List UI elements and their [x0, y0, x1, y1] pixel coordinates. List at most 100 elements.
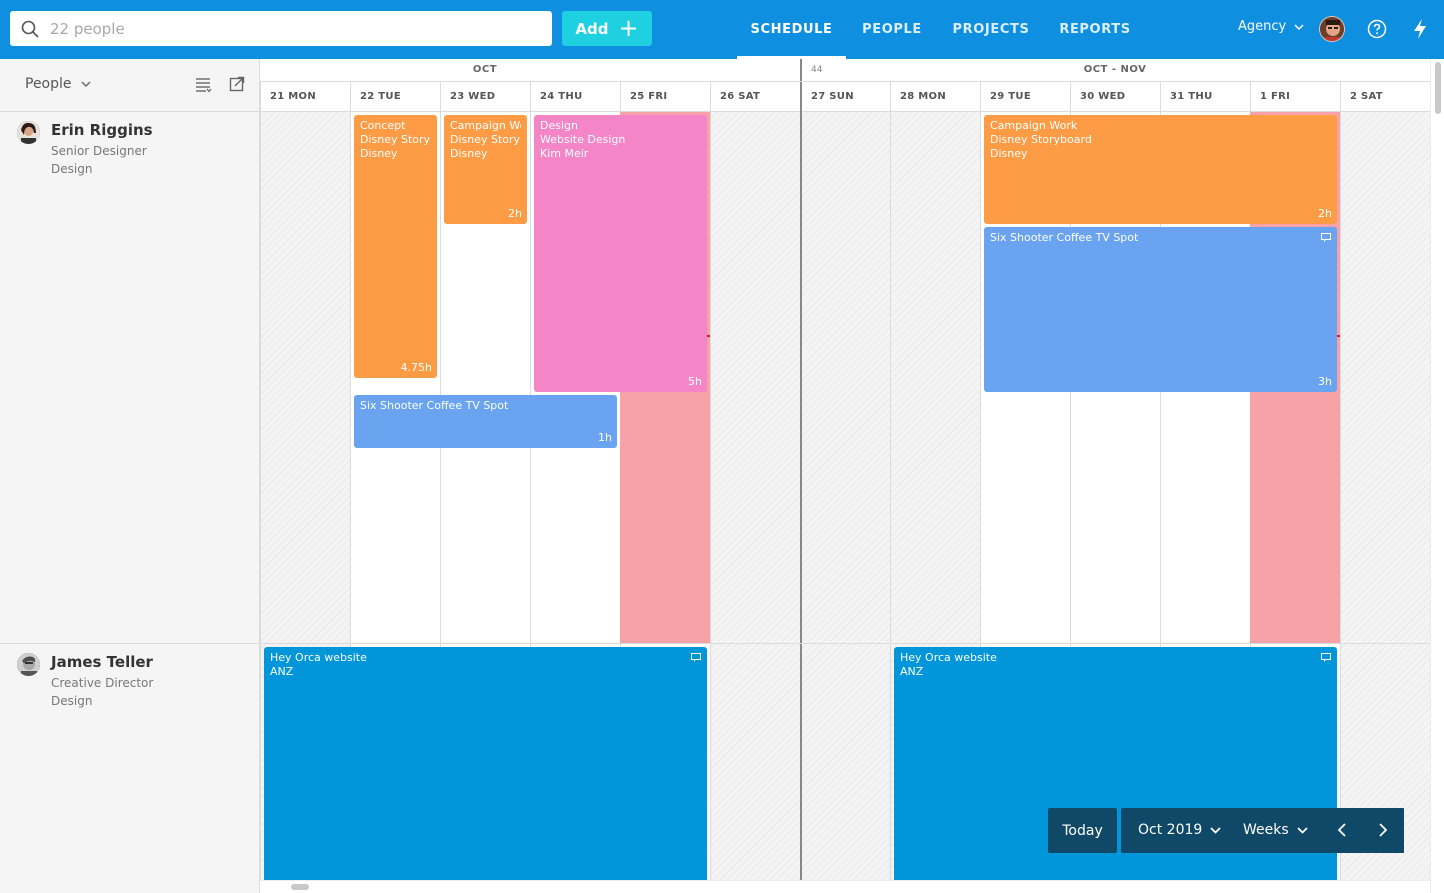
- day-header: 23 WED: [440, 82, 530, 112]
- person-row-james-teller[interactable]: James Teller Creative Director Design: [0, 644, 259, 893]
- task-title: Design: [540, 119, 578, 132]
- day-header: 25 FRI: [620, 82, 710, 112]
- day-column[interactable]: [1340, 112, 1430, 880]
- horizontal-scroll-thumb[interactable]: [291, 884, 309, 890]
- tab-projects[interactable]: PROJECTS: [948, 0, 1034, 59]
- person-department: Design: [51, 162, 93, 176]
- task-project: Disney Storyboard: [450, 133, 521, 146]
- top-bar: Add + SCHEDULE PEOPLE PROJECTS REPORTS A…: [0, 0, 1444, 59]
- overtime-marker: [1336, 335, 1340, 337]
- row-divider: [260, 643, 1430, 644]
- add-button-label: Add: [575, 19, 609, 38]
- date-navigation: Oct 2019 Weeks: [1121, 808, 1404, 853]
- add-button[interactable]: Add +: [562, 11, 652, 46]
- day-header: 29 TUE: [980, 82, 1070, 112]
- task-title: Campaign Work: [450, 119, 521, 132]
- task-title: Hey Orca website: [270, 651, 367, 664]
- task-block[interactable]: Concept Disney Storyboard Disney 4.75h: [354, 115, 437, 378]
- chevron-down-icon: [1210, 826, 1221, 834]
- task-hours: 4.75h: [400, 361, 432, 374]
- day-column[interactable]: [800, 112, 890, 880]
- day-header: 21 MON: [260, 82, 350, 112]
- search-icon: [21, 20, 39, 38]
- user-avatar[interactable]: [1319, 16, 1345, 42]
- account-dropdown[interactable]: Agency: [1238, 19, 1304, 34]
- day-header: 1 FRI: [1250, 82, 1340, 112]
- person-row-erin-riggins[interactable]: Erin Riggins Senior Designer Design: [0, 112, 259, 644]
- people-panel: People Erin Riggins Senior Designer: [0, 59, 260, 893]
- export-icon[interactable]: [229, 76, 245, 92]
- tab-reports-label: REPORTS: [1059, 22, 1131, 37]
- task-client: Disney: [990, 147, 1028, 160]
- day-column[interactable]: [1070, 112, 1160, 880]
- day-column[interactable]: [1160, 112, 1250, 880]
- month-label: OCT - NOV: [1083, 64, 1147, 75]
- avatar: [17, 653, 40, 676]
- search-input[interactable]: [50, 11, 540, 46]
- plus-icon: +: [618, 13, 639, 42]
- task-block[interactable]: Campaign Work Disney Storyboard Disney 2…: [984, 115, 1337, 224]
- day-column[interactable]: [350, 112, 440, 880]
- account-label: Agency: [1238, 19, 1287, 34]
- person-name: James Teller: [51, 653, 153, 671]
- help-icon[interactable]: [1367, 19, 1387, 39]
- task-hours: 2h: [508, 207, 522, 220]
- task-block[interactable]: Six Shooter Coffee TV Spot 3h: [984, 227, 1337, 392]
- vertical-scrollbar[interactable]: [1430, 59, 1444, 893]
- task-block[interactable]: Campaign Work Disney Storyboard Disney 2…: [444, 115, 527, 224]
- vertical-scroll-thumb[interactable]: [1435, 62, 1441, 114]
- list-options-icon[interactable]: [195, 77, 212, 93]
- task-title: Six Shooter Coffee TV Spot: [360, 399, 509, 412]
- schedule-grid[interactable]: Concept Disney Storyboard Disney 4.75h C…: [260, 112, 1430, 880]
- day-header: 30 WED: [1070, 82, 1160, 112]
- today-button[interactable]: Today: [1048, 808, 1117, 853]
- view-label: Weeks: [1243, 822, 1289, 838]
- chevron-right-icon[interactable]: [1378, 823, 1388, 837]
- comment-icon: [1321, 653, 1331, 662]
- comment-icon: [1321, 233, 1331, 242]
- person-name: Erin Riggins: [51, 121, 153, 139]
- period-dropdown[interactable]: Oct 2019: [1138, 822, 1221, 838]
- task-title: Concept: [360, 119, 406, 132]
- bolt-icon[interactable]: [1412, 18, 1428, 40]
- day-header: 22 TUE: [350, 82, 440, 112]
- people-panel-header: People: [0, 59, 259, 112]
- day-column[interactable]: [710, 112, 800, 880]
- avatar: [17, 121, 40, 144]
- people-view-dropdown[interactable]: People: [25, 76, 91, 92]
- task-client: Disney: [360, 147, 398, 160]
- view-dropdown[interactable]: Weeks: [1243, 822, 1308, 838]
- day-column[interactable]: [440, 112, 530, 880]
- search-box[interactable]: [10, 11, 552, 46]
- tab-projects-label: PROJECTS: [952, 22, 1030, 37]
- task-block[interactable]: Design Website Design Kim Meir 5h: [534, 115, 707, 392]
- person-department: Design: [51, 694, 93, 708]
- day-header-row: 21 MON 22 TUE 23 WED 24 THU 25 FRI 26 SA…: [260, 81, 1430, 112]
- task-project: Disney Storyboard: [990, 133, 1092, 146]
- tab-reports[interactable]: REPORTS: [1054, 0, 1136, 59]
- tab-people[interactable]: PEOPLE: [856, 0, 928, 59]
- day-header: 26 SAT: [710, 82, 800, 112]
- task-block[interactable]: Six Shooter Coffee TV Spot 1h: [354, 395, 617, 448]
- task-title: Campaign Work: [990, 119, 1078, 132]
- task-block[interactable]: Hey Orca website ANZ: [264, 647, 707, 880]
- task-title: Hey Orca website: [900, 651, 997, 664]
- day-column[interactable]: [980, 112, 1070, 880]
- horizontal-scrollbar[interactable]: [260, 880, 1430, 893]
- week-number: 44: [811, 65, 823, 75]
- tab-people-label: PEOPLE: [862, 22, 922, 37]
- task-client: ANZ: [900, 665, 924, 678]
- day-column[interactable]: [530, 112, 620, 880]
- today-label: Today: [1062, 822, 1103, 839]
- tab-schedule[interactable]: SCHEDULE: [737, 0, 846, 59]
- chevron-down-icon: [81, 81, 91, 87]
- user-avatar-icon: [1320, 17, 1344, 41]
- person-role: Senior Designer: [51, 144, 147, 158]
- comment-icon: [691, 653, 701, 662]
- task-hours: 5h: [688, 375, 702, 388]
- arrow-segment: [1334, 808, 1404, 853]
- chevron-left-icon[interactable]: [1337, 823, 1347, 837]
- day-header: 28 MON: [890, 82, 980, 112]
- task-client: ANZ: [270, 665, 294, 678]
- tab-schedule-label: SCHEDULE: [750, 22, 833, 37]
